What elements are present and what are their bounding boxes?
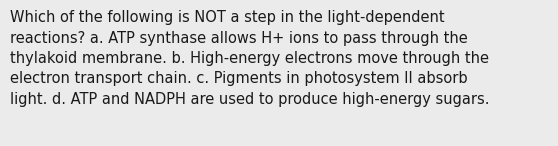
Text: Which of the following is NOT a step in the light-dependent
reactions? a. ATP sy: Which of the following is NOT a step in … xyxy=(10,10,489,107)
